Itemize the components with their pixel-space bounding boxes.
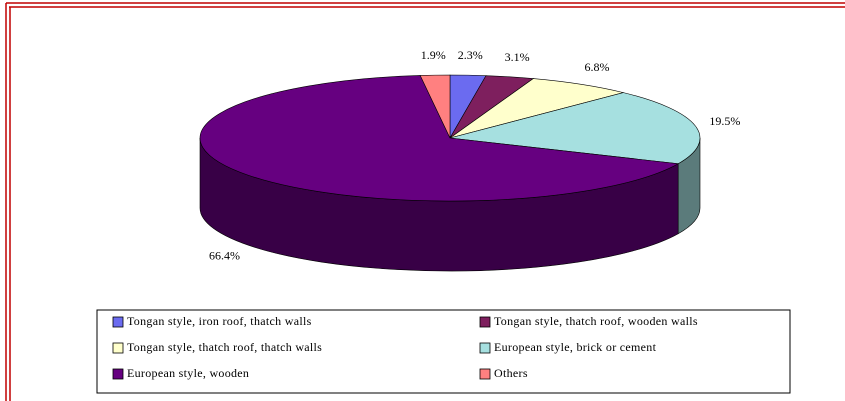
slice bbox=[449, 78, 624, 139]
legend-label: European style, wooden bbox=[127, 366, 249, 380]
data-label: 66.4% bbox=[209, 248, 240, 262]
legend-swatch bbox=[112, 368, 124, 380]
slice bbox=[199, 75, 680, 202]
legend-label: Others bbox=[494, 366, 528, 380]
legend-swatch bbox=[479, 368, 491, 380]
slice bbox=[449, 92, 701, 165]
data-label: 3.1% bbox=[505, 50, 530, 64]
legend-box bbox=[96, 309, 791, 394]
data-label: 19.5% bbox=[709, 114, 740, 128]
legend-swatch bbox=[112, 342, 124, 354]
legend-label: Tongan style, thatch roof, wooden walls bbox=[494, 314, 698, 328]
slice bbox=[419, 74, 451, 139]
data-label: 1.9% bbox=[421, 48, 446, 62]
legend-label: European style, brick or cement bbox=[494, 340, 657, 354]
legend-swatch bbox=[112, 316, 124, 328]
data-label: 6.8% bbox=[585, 60, 610, 74]
legend-swatch bbox=[479, 342, 491, 354]
legend-swatch bbox=[479, 316, 491, 328]
legend-label: Tongan style, thatch roof, thatch walls bbox=[127, 340, 322, 354]
legend-label: Tongan style, iron roof, thatch walls bbox=[127, 314, 312, 328]
data-label: 2.3% bbox=[458, 48, 483, 62]
